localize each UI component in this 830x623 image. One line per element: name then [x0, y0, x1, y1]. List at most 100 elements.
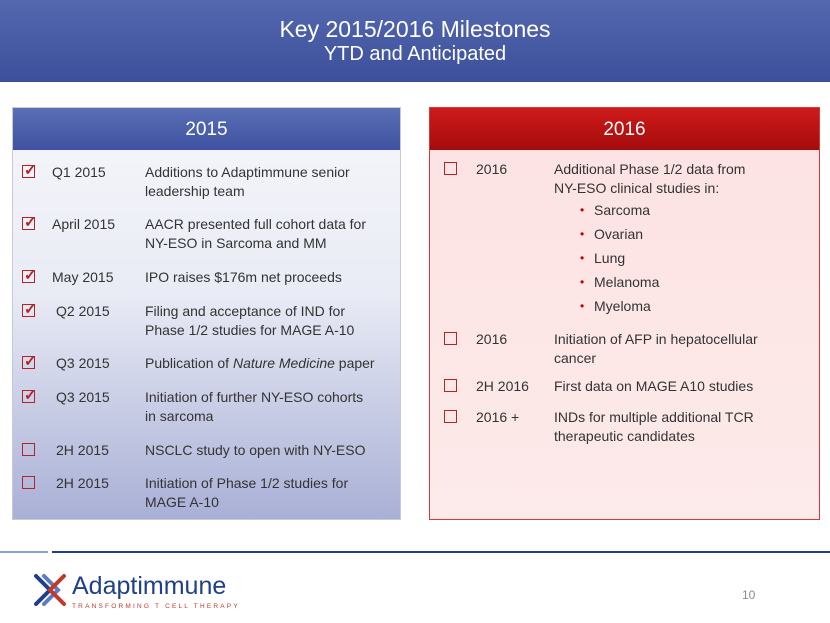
milestone-date: Q1 2015	[52, 164, 106, 180]
logo-name: Adaptimmune	[72, 572, 227, 600]
bullet-icon: •	[580, 251, 585, 265]
slide-subtitle: YTD and Anticipated	[323, 43, 507, 65]
milestone-date: Q3 2015	[56, 389, 110, 405]
checkmark-icon: ✓	[24, 387, 37, 404]
page-number: 10	[742, 588, 756, 602]
company-logo: Adaptimmune TRANSFORMING T CELL THERAPY	[30, 572, 240, 612]
milestone-item: 2H 2015 Initiation of Phase 1/2 studies …	[22, 474, 392, 514]
checkbox-icon	[444, 162, 457, 175]
desc-line: NSCLC study to open with NY-ESO	[145, 442, 366, 458]
milestone-date: 2016	[476, 331, 508, 347]
milestone-item: 2H 2015 NSCLC study to open with NY-ESO	[22, 441, 392, 461]
desc-suffix: paper	[334, 355, 375, 371]
milestone-item: 2016 + INDs for multiple additional TCR …	[444, 408, 814, 448]
checkbox-icon	[444, 410, 457, 423]
desc-line: NY-ESO clinical studies in:	[554, 180, 720, 196]
desc-line: INDs for multiple additional TCR	[554, 409, 754, 425]
milestone-description: Additions to Adaptimmune senior leadersh…	[145, 163, 350, 201]
milestone-date: 2H 2016	[476, 378, 529, 394]
milestone-description: Initiation of further NY-ESO cohorts in …	[145, 388, 363, 426]
footer-divider	[52, 551, 830, 553]
milestone-description: AACR presented full cohort data for NY-E…	[145, 215, 366, 253]
milestone-date: Q3 2015	[56, 355, 110, 371]
desc-line: NY-ESO in Sarcoma and MM	[145, 235, 327, 251]
logo-tagline: TRANSFORMING T CELL THERAPY	[72, 603, 240, 610]
checkbox-icon	[444, 332, 457, 345]
milestone-description: Initiation of AFP in hepatocellular canc…	[554, 330, 758, 368]
panel-2016: 2016 2016 Additional Phase 1/2 data from…	[429, 107, 820, 520]
milestone-item: ✓ Q2 2015 Filing and acceptance of IND f…	[22, 301, 392, 342]
milestone-item: 2016 Initiation of AFP in hepatocellular…	[444, 330, 814, 370]
footer-divider-light	[0, 551, 48, 553]
milestone-item: ✓ April 2015 AACR presented full cohort …	[22, 214, 392, 255]
checkmark-icon: ✓	[24, 214, 37, 231]
desc-line: cancer	[554, 350, 597, 366]
checkbox-icon: ✓	[22, 353, 37, 370]
desc-line: Additions to Adaptimmune senior	[145, 164, 350, 180]
milestone-description: First data on MAGE A10 studies	[554, 377, 753, 396]
bullet-text: Sarcoma	[594, 202, 651, 218]
milestone-item: ✓ Q1 2015 Additions to Adaptimmune senio…	[22, 162, 392, 203]
checkmark-icon: ✓	[24, 162, 37, 179]
milestone-description: Publication of Nature Medicine paper	[145, 354, 375, 373]
milestone-date: April 2015	[52, 216, 116, 232]
checkbox-icon: ✓	[22, 387, 37, 404]
panel-2015-heading: 2015	[13, 108, 400, 150]
milestone-description: Filing and acceptance of IND for Phase 1…	[145, 302, 354, 340]
desc-line: Additional Phase 1/2 data from	[554, 161, 746, 177]
desc-line: First data on MAGE A10 studies	[554, 378, 754, 394]
checkbox-icon: ✓	[22, 162, 37, 179]
desc-line: AACR presented full cohort data for	[145, 216, 367, 232]
milestone-date: 2H 2015	[56, 475, 109, 491]
desc-line: Phase 1/2 studies for MAGE A-10	[145, 322, 355, 338]
panel-2015: 2015 ✓ Q1 2015 Additions to Adaptimmune …	[12, 107, 401, 520]
journal-name: Nature Medicine	[232, 355, 335, 371]
milestone-description: Additional Phase 1/2 data from NY-ESO cl…	[554, 160, 745, 198]
checkbox-icon: ✓	[22, 267, 37, 284]
bullet-icon: •	[580, 203, 585, 217]
desc-line: IPO raises $176m net proceeds	[145, 269, 342, 285]
bullet-text: Lung	[594, 250, 626, 266]
checkbox-icon	[444, 379, 457, 392]
bullet-icon: •	[580, 299, 585, 313]
checkmark-icon: ✓	[24, 353, 37, 370]
logo-mark-icon	[34, 574, 66, 606]
desc-line: MAGE A-10	[145, 494, 219, 510]
milestone-date: 2016 +	[476, 409, 520, 425]
desc-line: in sarcoma	[145, 408, 214, 424]
bullet-text: Melanoma	[594, 274, 660, 290]
milestone-date: Q2 2015	[56, 303, 110, 319]
checkbox-icon	[22, 476, 35, 489]
milestone-description: NSCLC study to open with NY-ESO	[145, 441, 365, 460]
desc-line: Initiation of Phase 1/2 studies for	[145, 475, 349, 491]
milestone-description: IPO raises $176m net proceeds	[145, 268, 342, 287]
milestone-date: May 2015	[52, 269, 114, 285]
desc-line: therapeutic candidates	[554, 428, 695, 444]
desc-line: Initiation of further NY-ESO cohorts	[145, 389, 364, 405]
bullet-icon: •	[580, 227, 585, 241]
checkbox-icon: ✓	[22, 214, 37, 231]
panel-2016-heading: 2016	[430, 108, 819, 150]
milestone-item: 2016 Additional Phase 1/2 data from NY-E…	[444, 160, 814, 200]
checkbox-icon	[22, 443, 35, 456]
bullet-text: Ovarian	[594, 226, 644, 242]
milestone-date: 2H 2015	[56, 442, 109, 458]
milestone-date: 2016	[476, 161, 508, 177]
milestone-item: ✓ Q3 2015 Publication of Nature Medicine…	[22, 353, 397, 374]
bullet-icon: •	[580, 275, 585, 289]
desc-line: Initiation of AFP in hepatocellular	[554, 331, 758, 347]
milestone-item: ✓ May 2015 IPO raises $176m net proceeds	[22, 267, 392, 288]
desc-prefix: Publication of	[145, 355, 233, 371]
bullet-text: Myeloma	[594, 298, 651, 314]
checkbox-icon: ✓	[22, 301, 37, 318]
milestone-item: ✓ Q3 2015 Initiation of further NY-ESO c…	[22, 387, 392, 428]
milestone-description: Initiation of Phase 1/2 studies for MAGE…	[145, 474, 348, 512]
milestone-description: INDs for multiple additional TCR therape…	[554, 408, 754, 446]
checkmark-icon: ✓	[24, 301, 37, 318]
desc-line: leadership team	[145, 183, 245, 199]
checkmark-icon: ✓	[24, 267, 37, 284]
milestone-item: 2H 2016 First data on MAGE A10 studies	[444, 377, 814, 397]
slide-title: Key 2015/2016 Milestones	[279, 16, 551, 42]
desc-line: Filing and acceptance of IND for	[145, 303, 345, 319]
slide-header: Key 2015/2016 Milestones YTD and Anticip…	[0, 0, 830, 82]
